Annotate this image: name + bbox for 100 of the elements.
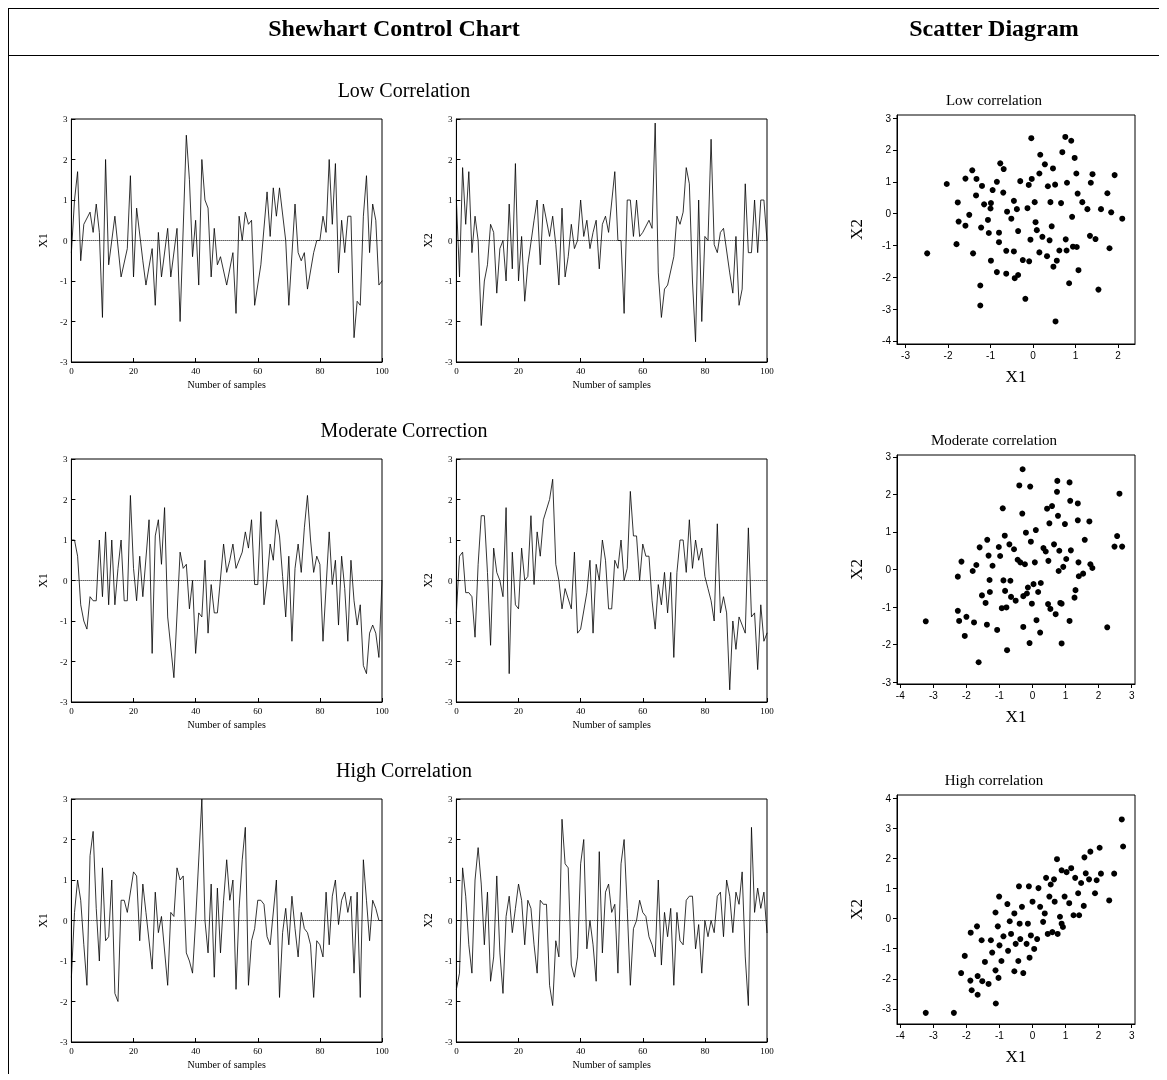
- y-tick-label: 0: [447, 235, 453, 246]
- x-tick-label: -3: [928, 1029, 939, 1041]
- text: Shewhart Control Chart: [267, 15, 521, 42]
- x-tick-label: -1: [986, 349, 996, 361]
- y-tick-label: 3: [447, 114, 453, 124]
- x-axis-title: Number of samples: [572, 1059, 651, 1071]
- x-axis-title: Number of samples: [187, 379, 266, 391]
- chart-title: High Correlation: [334, 759, 474, 782]
- x-tick-label: 80: [700, 705, 710, 716]
- y-tick-label: -1: [882, 601, 892, 613]
- x-tick-label: 100: [760, 365, 775, 376]
- x-tick-label: 20: [514, 365, 524, 376]
- x-tick-label: 60: [638, 705, 648, 716]
- x-tick-label: 0: [1029, 1029, 1036, 1041]
- x-tick-label: -1: [995, 689, 1005, 701]
- x-tick-label: 80: [315, 365, 325, 376]
- x-tick-label: 100: [760, 1045, 775, 1056]
- y-tick-label: -2: [59, 316, 68, 327]
- x-tick-label: 2: [1095, 689, 1102, 701]
- x-tick-label: 100: [375, 705, 390, 716]
- y-tick-label: 2: [885, 852, 892, 864]
- y-axis-title: X1: [36, 573, 50, 588]
- y-tick-label: 1: [447, 535, 453, 545]
- chart-title: Low correlation: [945, 91, 1043, 108]
- y-axis-title: X1: [36, 233, 50, 248]
- x-tick-label: 60: [253, 1045, 263, 1056]
- y-tick-label: 1: [62, 195, 68, 205]
- y-tick-label: 1: [885, 176, 892, 188]
- x-axis-title: Number of samples: [572, 719, 651, 731]
- x-tick-label: 3: [1128, 1029, 1135, 1041]
- y-tick-label: 4: [885, 792, 892, 804]
- y-tick-label: -2: [444, 656, 453, 667]
- y-tick-label: 2: [62, 494, 68, 505]
- x-tick-label: 60: [638, 1045, 648, 1056]
- x-tick-label: -2: [943, 349, 953, 361]
- chart-title: Moderate Correction: [319, 419, 489, 442]
- y-tick-label: 3: [62, 114, 68, 124]
- x-tick-label: 1: [1062, 1029, 1069, 1041]
- x-tick-label: 0: [454, 705, 460, 716]
- y-tick-label: 3: [885, 822, 892, 834]
- x-tick-label: -4: [895, 1029, 906, 1041]
- y-tick-label: 2: [447, 834, 453, 845]
- y-tick-label: 0: [885, 564, 892, 575]
- y-tick-label: 1: [885, 526, 892, 538]
- y-tick-label: 2: [62, 834, 68, 845]
- y-tick-label: 0: [885, 208, 892, 220]
- x-tick-label: 40: [576, 705, 586, 716]
- y-tick-label: 3: [447, 794, 453, 804]
- chart-title: High correlation: [944, 771, 1044, 788]
- x-tick-label: 20: [129, 705, 139, 716]
- y-tick-label: -3: [882, 1003, 892, 1015]
- x-tick-label: 20: [514, 705, 524, 716]
- y-tick-label: 2: [447, 154, 453, 165]
- y-tick-label: -3: [882, 303, 892, 315]
- y-tick-label: -3: [882, 676, 892, 688]
- x-axis-title: Number of samples: [187, 719, 266, 731]
- x-tick-label: 60: [253, 365, 263, 376]
- y-tick-label: 1: [62, 535, 68, 545]
- y-tick-label: -1: [444, 956, 453, 966]
- y-tick-label: 0: [447, 575, 453, 586]
- y-tick-label: 1: [447, 875, 453, 885]
- x-axis-title: Number of samples: [572, 379, 651, 391]
- y-tick-label: -1: [59, 956, 68, 966]
- x-tick-label: 0: [69, 365, 75, 376]
- x-tick-label: 0: [454, 365, 460, 376]
- x-axis-title: X1: [1005, 367, 1027, 386]
- x-tick-label: -2: [961, 689, 972, 701]
- x-tick-label: 100: [760, 705, 775, 716]
- y-tick-label: 0: [885, 913, 892, 925]
- y-tick-label: -2: [444, 316, 453, 327]
- x-tick-label: 100: [375, 1045, 390, 1056]
- x-tick-label: 80: [315, 1045, 325, 1056]
- x-tick-label: 1: [1072, 349, 1079, 361]
- x-tick-label: 0: [69, 1045, 75, 1056]
- y-tick-label: 1: [447, 195, 453, 205]
- y-tick-label: 3: [62, 794, 68, 804]
- x-tick-label: 40: [191, 365, 201, 376]
- y-tick-label: -2: [882, 973, 892, 985]
- y-tick-label: 3: [885, 112, 892, 124]
- y-axis-title: X1: [36, 913, 50, 928]
- chart-title: Low Correlation: [336, 79, 472, 102]
- y-tick-label: -1: [882, 239, 892, 251]
- x-tick-label: 20: [129, 365, 139, 376]
- x-axis-title: X1: [1005, 707, 1027, 726]
- y-tick-label: -1: [444, 276, 453, 286]
- y-tick-label: 2: [62, 154, 68, 165]
- y-tick-label: 0: [62, 575, 68, 586]
- x-tick-label: 40: [576, 1045, 586, 1056]
- y-tick-label: 1: [885, 882, 892, 894]
- x-tick-label: 0: [1030, 349, 1037, 361]
- x-tick-label: 80: [315, 705, 325, 716]
- y-axis-title: X2: [421, 573, 435, 588]
- text: Scatter Diagram: [908, 15, 1080, 42]
- x-tick-label: 80: [700, 1045, 710, 1056]
- y-tick-label: -2: [882, 271, 892, 283]
- y-tick-label: -1: [882, 943, 892, 955]
- x-tick-label: 20: [514, 1045, 524, 1056]
- x-tick-label: 2: [1115, 349, 1122, 361]
- x-tick-label: 0: [454, 1045, 460, 1056]
- y-tick-label: -2: [59, 996, 68, 1007]
